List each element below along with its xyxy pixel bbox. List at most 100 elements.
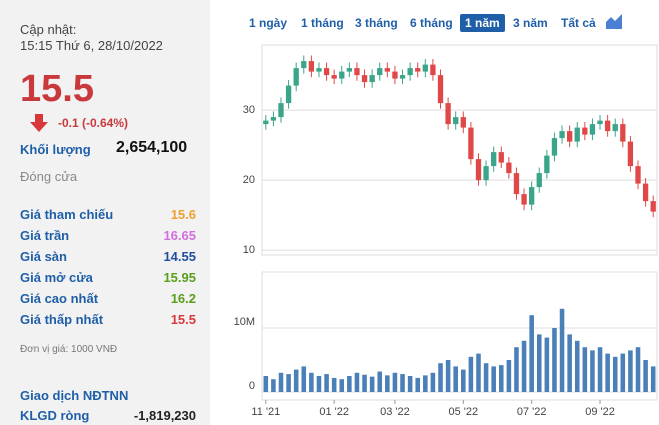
- candle-body: [536, 173, 542, 188]
- candle-body: [559, 131, 565, 139]
- volume-bar: [483, 363, 489, 392]
- volume-bar: [506, 360, 512, 392]
- volume-bar: [354, 372, 360, 392]
- candle-body: [453, 117, 459, 125]
- updated-time: 15:15 Thứ 6, 28/10/2022: [20, 38, 163, 53]
- candle-body: [323, 68, 330, 76]
- stat-value: 15.95: [163, 270, 196, 285]
- volume-bar: [324, 374, 329, 392]
- volume-bar: [574, 340, 580, 392]
- x-tick-label: 01 '22: [319, 406, 349, 418]
- candle-body: [369, 75, 375, 83]
- y-tick-label: 20: [243, 174, 255, 186]
- volume-bar: [552, 328, 557, 392]
- x-tick-label: 09 '22: [585, 406, 615, 418]
- candle-body: [506, 162, 512, 174]
- candle-body: [422, 64, 428, 72]
- volume-bar: [445, 360, 451, 392]
- candle-body: [483, 166, 489, 181]
- range-button[interactable]: 6 tháng: [410, 16, 453, 30]
- volume-label: Khối lượng: [20, 142, 91, 157]
- candle-body: [354, 68, 360, 76]
- candle-body: [544, 155, 550, 174]
- candle-body: [650, 201, 656, 212]
- range-button[interactable]: 1 năm: [460, 14, 505, 32]
- change: -0.1 (-0.64%): [58, 116, 129, 130]
- candle-body: [415, 68, 421, 72]
- candle-body: [437, 75, 444, 104]
- y-tick-label: 0: [249, 380, 255, 392]
- plot-frame: [261, 44, 658, 256]
- price: 15.5: [20, 68, 94, 110]
- range-button[interactable]: Tất cả: [561, 16, 596, 30]
- volume-bar: [293, 369, 299, 392]
- candle-body: [377, 68, 383, 76]
- volume-bar: [430, 372, 436, 392]
- volume-bar: [597, 347, 603, 392]
- unit-note: Đơn vị giá: 1000 VNĐ: [20, 344, 118, 355]
- stat-value: 15.6: [170, 207, 196, 222]
- volume-bar: [514, 347, 519, 392]
- volume-bar: [400, 374, 405, 392]
- candle-body: [551, 138, 558, 156]
- candle-body: [597, 120, 603, 125]
- plot-frame: [261, 271, 658, 401]
- volume-bar: [612, 356, 618, 392]
- candle-body: [627, 141, 634, 167]
- status: Đóng cửa: [20, 169, 78, 184]
- candle-body: [620, 124, 626, 142]
- volume: 2,654,100: [116, 139, 188, 156]
- range-button[interactable]: 3 năm: [513, 16, 548, 30]
- candle-body: [399, 75, 406, 79]
- volume-bar: [377, 371, 383, 392]
- candle-body: [308, 61, 315, 72]
- updated-label: Cập nhật:: [20, 22, 77, 37]
- candle-body: [635, 166, 641, 184]
- chart-type-icon[interactable]: [606, 13, 622, 29]
- x-tick-label: 05 '22: [448, 406, 478, 418]
- stat-value: 15.5: [170, 312, 196, 327]
- range-button[interactable]: 1 tháng: [301, 16, 344, 30]
- candle-body: [521, 194, 527, 205]
- candle-body: [430, 64, 436, 76]
- candle-body: [339, 71, 345, 79]
- candle-body: [331, 75, 337, 79]
- volume-bar: [536, 334, 542, 392]
- x-tick-label: 07 '22: [517, 406, 547, 418]
- candle-body: [361, 75, 368, 83]
- volume-bar: [339, 379, 345, 392]
- volume-bar: [567, 334, 572, 392]
- volume-bar: [423, 375, 428, 392]
- stat-label: Giá cao nhất: [20, 291, 99, 306]
- candle-body: [460, 117, 466, 128]
- volume-bar: [559, 308, 565, 392]
- candle-body: [574, 127, 580, 142]
- stat-label: Giá mở cửa: [20, 270, 93, 285]
- candle-body: [445, 103, 451, 125]
- volume-bar: [529, 315, 534, 392]
- candle-body: [589, 124, 596, 135]
- y-tick-label: 30: [243, 104, 255, 116]
- stat-label: Giá trần: [20, 228, 70, 243]
- volume-bar: [309, 372, 314, 392]
- volume-bar: [453, 366, 458, 392]
- x-tick-label: 03 '22: [380, 406, 410, 418]
- volume-bar: [301, 366, 307, 392]
- stat-value: 16.2: [170, 291, 196, 306]
- volume-bar: [468, 356, 474, 392]
- volume-bar: [263, 376, 269, 392]
- stat-value: 14.55: [163, 249, 196, 264]
- range-button[interactable]: 1 ngày: [249, 16, 288, 30]
- down-arrow: [30, 114, 48, 132]
- volume-bar: [278, 372, 284, 392]
- candle-body: [498, 152, 504, 163]
- candle-body: [316, 68, 322, 72]
- range-button[interactable]: 3 tháng: [355, 16, 398, 30]
- candle-body: [612, 124, 618, 132]
- volume-bar: [635, 347, 641, 392]
- candle-body: [263, 120, 269, 125]
- volume-bar: [628, 350, 633, 392]
- candle-body: [293, 68, 299, 86]
- volume-bar: [582, 347, 588, 392]
